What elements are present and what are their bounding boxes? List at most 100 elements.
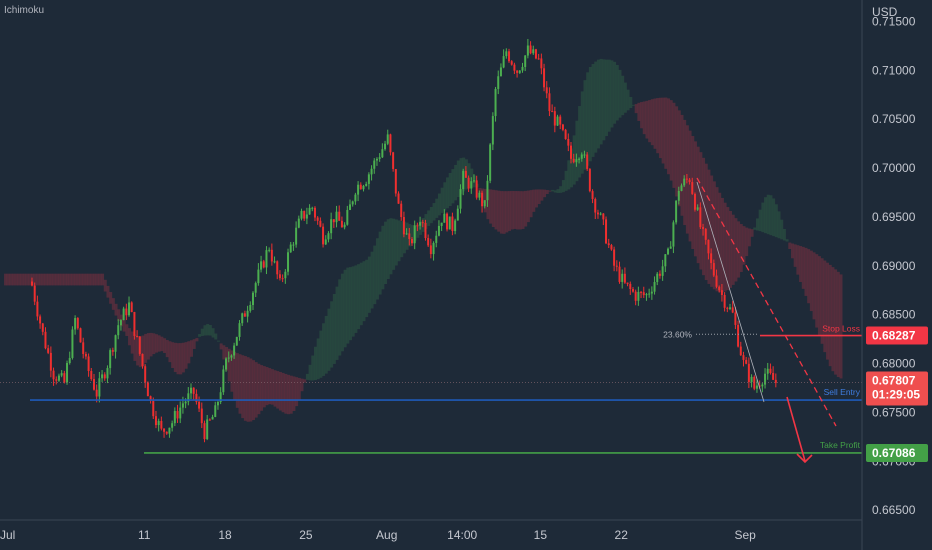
- cloud-slice: [354, 265, 358, 333]
- candle-body: [645, 294, 648, 296]
- candle-body: [338, 211, 341, 221]
- candle-body: [373, 160, 376, 169]
- candle-body: [235, 336, 238, 346]
- candle-body: [311, 207, 314, 209]
- cloud-slice: [537, 189, 541, 205]
- candle-body: [451, 216, 454, 232]
- cloud-slice: [772, 198, 776, 237]
- candle-body: [715, 275, 718, 287]
- candle-body: [287, 252, 290, 272]
- cloud-slice: [122, 319, 126, 332]
- cloud-slice: [491, 189, 495, 228]
- cloud-slice: [184, 342, 188, 369]
- cloud-slice: [273, 370, 277, 407]
- cloud-slice: [427, 210, 431, 226]
- cloud-slice: [766, 194, 770, 235]
- cloud-slice: [114, 303, 118, 316]
- cloud-slice: [249, 358, 253, 422]
- candle-body: [397, 193, 400, 204]
- candle-body: [427, 238, 430, 246]
- candle-body: [222, 369, 225, 393]
- cloud-slice: [726, 207, 730, 291]
- cloud-slice: [747, 228, 751, 247]
- cloud-slice: [680, 114, 684, 216]
- candle-body: [128, 302, 131, 316]
- cloud-slice: [281, 372, 285, 413]
- cloud-slice: [402, 221, 406, 254]
- candle-body: [446, 213, 449, 230]
- cloud-slice: [173, 342, 177, 373]
- cloud-slice: [278, 371, 282, 411]
- cloud-slice: [6, 273, 10, 286]
- cloud-slice: [723, 202, 727, 292]
- candle-body: [556, 116, 559, 126]
- cloud-slice: [351, 266, 355, 337]
- y-tick-label: 0.68500: [872, 308, 916, 322]
- cloud-slice: [451, 169, 455, 204]
- cloud-slice: [313, 346, 317, 381]
- cloud-slice: [610, 60, 614, 128]
- candle-body: [136, 335, 139, 337]
- cloud-slice: [157, 335, 161, 352]
- cloud-slice: [836, 271, 840, 378]
- candle-body: [138, 336, 141, 354]
- x-tick-label: 11: [138, 528, 151, 542]
- cloud-slice: [109, 292, 113, 304]
- cloud-slice: [257, 363, 261, 415]
- candle-body: [292, 244, 295, 246]
- y-tick-label: 0.70500: [872, 112, 916, 126]
- cloud-slice: [494, 190, 498, 230]
- cloud-slice: [454, 164, 458, 201]
- candle-body: [543, 68, 546, 88]
- candle-body: [559, 116, 562, 125]
- candle-body: [513, 64, 516, 71]
- cloud-slice: [753, 227, 757, 230]
- candle-body: [443, 213, 446, 223]
- cloud-slice: [737, 221, 741, 278]
- candle-body: [699, 207, 702, 228]
- candle-body: [637, 291, 640, 301]
- cloud-slice: [429, 206, 433, 224]
- current-price-tag-text: 0.67807: [872, 373, 916, 387]
- cloud-slice: [66, 273, 70, 286]
- cloud-slice: [241, 355, 245, 419]
- cloud-slice: [133, 334, 137, 361]
- cloud-slice: [524, 190, 528, 227]
- cloud-slice: [149, 332, 153, 357]
- cloud-slice: [656, 98, 660, 154]
- cloud-slice: [90, 273, 94, 286]
- candle-body: [578, 158, 581, 160]
- cloud-slice: [658, 97, 662, 159]
- candle-body: [478, 192, 481, 198]
- cloud-slice: [276, 371, 280, 409]
- cloud-slice: [338, 279, 342, 356]
- cloud-slice: [47, 273, 51, 286]
- candle-body: [276, 261, 279, 275]
- cloud-slice: [206, 324, 210, 336]
- cloud-slice: [613, 61, 617, 124]
- candle-body: [219, 392, 222, 402]
- candle-body: [615, 265, 618, 267]
- candle-body: [225, 358, 228, 370]
- cloud-slice: [311, 355, 315, 381]
- cloud-slice: [513, 191, 517, 229]
- cloud-slice: [718, 192, 722, 293]
- candle-body: [241, 313, 244, 324]
- cloud-slice: [540, 189, 544, 201]
- cloud-slice: [386, 219, 390, 279]
- candle-body: [313, 207, 316, 218]
- candle-body: [518, 70, 521, 73]
- y-tick-label: 0.67500: [872, 405, 916, 419]
- candle-body: [114, 335, 117, 352]
- cloud-slice: [362, 261, 366, 322]
- cloud-slice: [316, 338, 320, 380]
- candle-body: [119, 320, 122, 326]
- cloud-slice: [664, 97, 668, 169]
- candle-body: [470, 181, 473, 189]
- candle-body: [57, 375, 60, 381]
- cloud-slice: [98, 273, 102, 286]
- candle-body: [718, 286, 721, 291]
- y-tick-label: 0.71500: [872, 15, 916, 29]
- cloud-slice: [117, 309, 121, 322]
